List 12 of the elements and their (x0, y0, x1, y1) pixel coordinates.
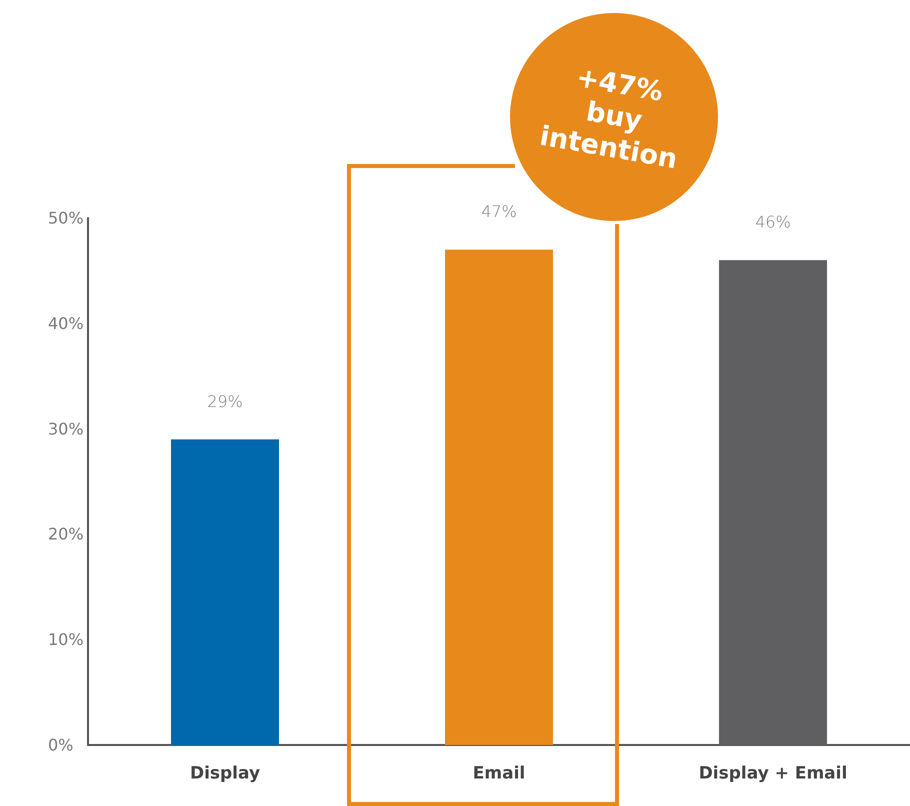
y-tick-label: 50% (48, 208, 84, 228)
x-tick-label: Display + Email (698, 764, 848, 784)
bar (171, 439, 279, 745)
data-label: 46% (755, 212, 791, 232)
y-tick-label: 20% (48, 524, 84, 544)
x-tick-label: Display (190, 764, 260, 784)
data-label: 29% (207, 392, 243, 411)
y-tick-label: 30% (48, 419, 84, 438)
y-tick-label: 10% (48, 630, 84, 650)
y-tick-label: 0% (48, 736, 74, 754)
y-tick-label: 40% (48, 314, 84, 333)
x-tick-label: Email (472, 764, 526, 784)
